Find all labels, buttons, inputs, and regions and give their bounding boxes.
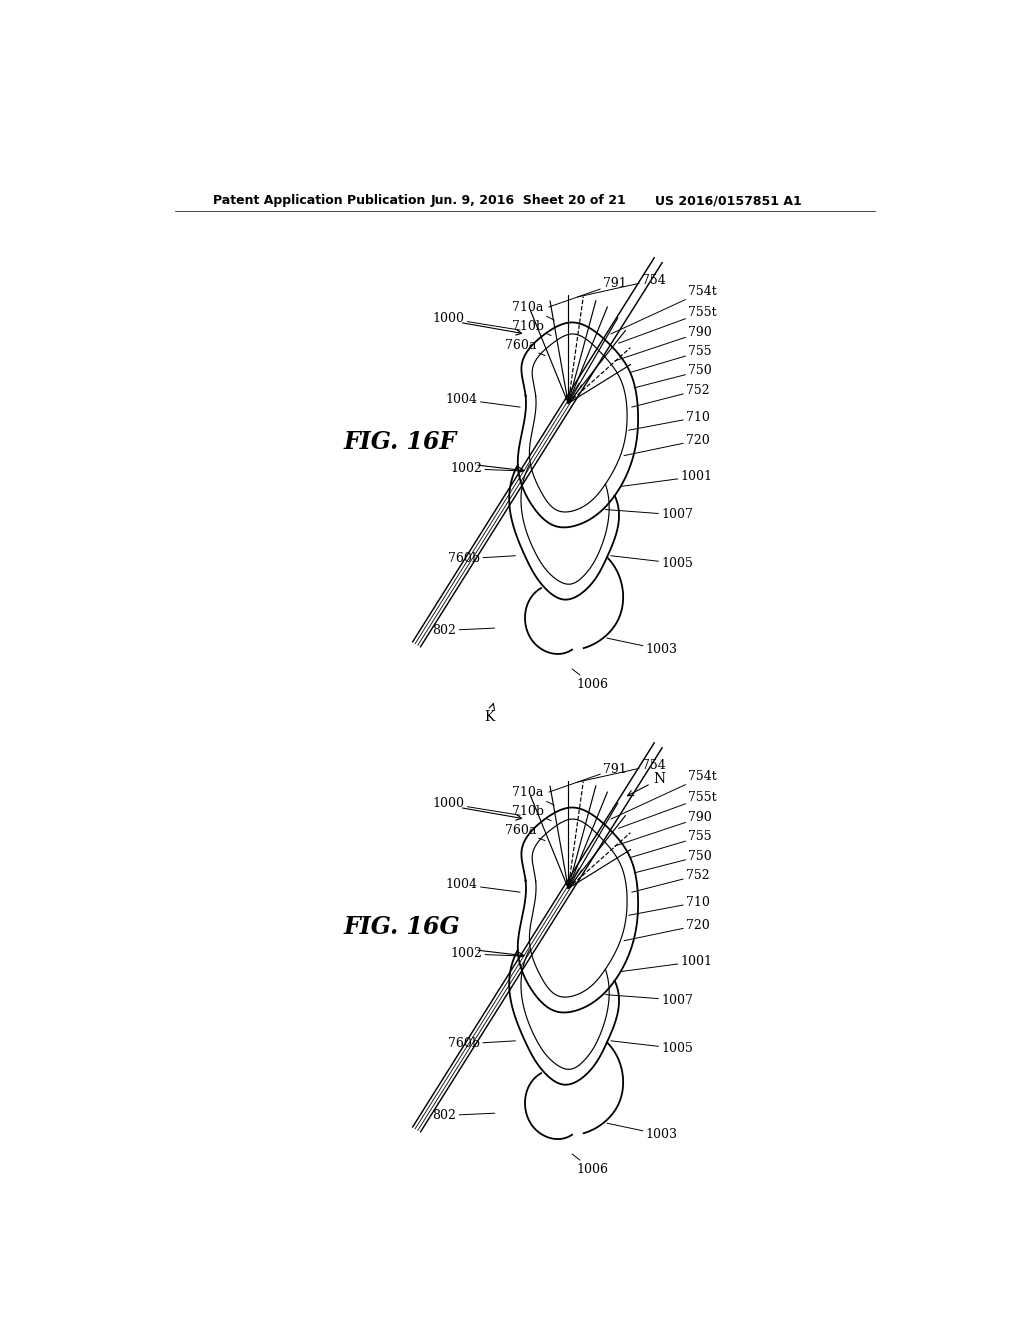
- Text: 1002: 1002: [451, 462, 523, 475]
- Text: 791: 791: [549, 277, 627, 308]
- Text: 755: 755: [630, 345, 712, 372]
- Text: 1000: 1000: [432, 312, 520, 330]
- Text: 790: 790: [614, 810, 712, 846]
- Text: Patent Application Publication: Patent Application Publication: [213, 194, 426, 207]
- Text: 1006: 1006: [572, 1154, 608, 1176]
- Text: N: N: [628, 772, 666, 796]
- Text: 760a: 760a: [505, 824, 545, 841]
- Text: 1006: 1006: [572, 669, 608, 690]
- Text: 790: 790: [614, 326, 712, 360]
- Text: 1005: 1005: [611, 556, 693, 570]
- Text: 1001: 1001: [621, 954, 713, 972]
- Text: 1007: 1007: [605, 994, 693, 1007]
- Text: 1000: 1000: [432, 797, 520, 816]
- Text: 760a: 760a: [505, 339, 545, 355]
- Text: 752: 752: [632, 384, 710, 407]
- Text: 1001: 1001: [621, 470, 713, 487]
- Text: 1004: 1004: [445, 878, 520, 892]
- Text: 1005: 1005: [611, 1040, 693, 1055]
- Text: 710b: 710b: [512, 319, 551, 335]
- Text: US 2016/0157851 A1: US 2016/0157851 A1: [655, 194, 802, 207]
- Text: 720: 720: [624, 434, 710, 455]
- Text: 1004: 1004: [445, 393, 520, 407]
- Text: 755t: 755t: [618, 306, 717, 343]
- Text: 1002: 1002: [451, 948, 523, 961]
- Text: 760b: 760b: [449, 1038, 515, 1051]
- Text: FIG. 16F: FIG. 16F: [343, 430, 457, 454]
- Text: 802: 802: [432, 1109, 495, 1122]
- Text: 754: 754: [578, 273, 666, 297]
- Text: Jun. 9, 2016  Sheet 20 of 21: Jun. 9, 2016 Sheet 20 of 21: [430, 194, 626, 207]
- Text: K: K: [484, 704, 495, 725]
- Text: 710: 710: [629, 411, 710, 430]
- Text: 710a: 710a: [512, 785, 554, 805]
- Text: 1003: 1003: [607, 638, 678, 656]
- Text: 754t: 754t: [611, 770, 717, 818]
- Text: 710b: 710b: [512, 805, 551, 821]
- Text: 755t: 755t: [618, 791, 717, 829]
- Text: 720: 720: [624, 919, 710, 941]
- Text: 1007: 1007: [605, 508, 693, 521]
- Text: 791: 791: [549, 763, 627, 792]
- Text: 760b: 760b: [449, 552, 515, 565]
- Text: 750: 750: [634, 850, 712, 873]
- Text: 750: 750: [634, 364, 712, 388]
- Text: 710a: 710a: [512, 301, 554, 321]
- Text: 754: 754: [578, 759, 666, 781]
- Text: 754t: 754t: [611, 285, 717, 334]
- Text: 752: 752: [632, 869, 710, 892]
- Text: 1003: 1003: [607, 1123, 678, 1142]
- Text: 710: 710: [629, 896, 710, 915]
- Text: 755: 755: [630, 830, 712, 858]
- Text: 802: 802: [432, 624, 495, 638]
- Text: FIG. 16G: FIG. 16G: [343, 915, 460, 939]
